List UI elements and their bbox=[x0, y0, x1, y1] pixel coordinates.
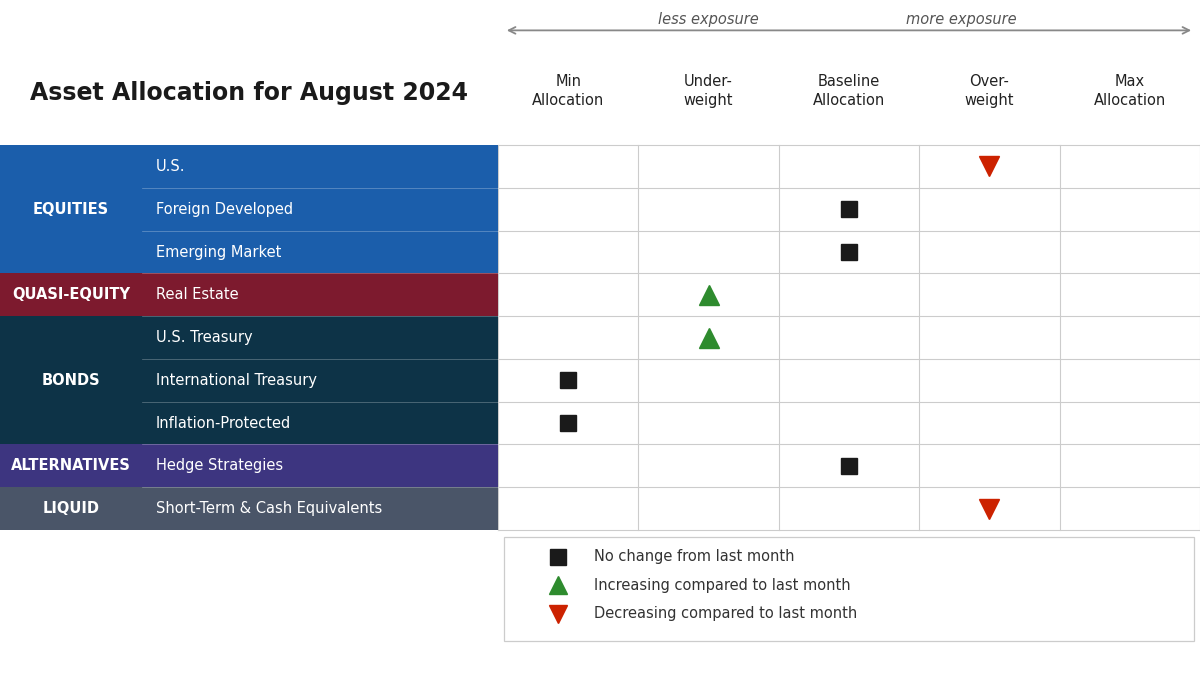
FancyBboxPatch shape bbox=[504, 537, 1194, 641]
Bar bbox=[142, 359, 498, 402]
Text: Foreign Developed: Foreign Developed bbox=[156, 202, 293, 217]
Text: ALTERNATIVES: ALTERNATIVES bbox=[11, 458, 131, 473]
Bar bbox=[0, 487, 142, 530]
Text: Asset Allocation for August 2024: Asset Allocation for August 2024 bbox=[30, 81, 468, 105]
Bar bbox=[498, 402, 1200, 444]
Text: more exposure: more exposure bbox=[906, 12, 1016, 27]
Bar bbox=[0, 316, 142, 444]
Bar bbox=[498, 359, 1200, 402]
Bar bbox=[142, 231, 498, 273]
Bar bbox=[498, 444, 1200, 487]
Bar bbox=[142, 487, 498, 530]
Text: LIQUID: LIQUID bbox=[42, 501, 100, 516]
Text: BONDS: BONDS bbox=[42, 373, 100, 387]
Text: EQUITIES: EQUITIES bbox=[32, 202, 109, 217]
Bar bbox=[498, 145, 1200, 188]
Text: Max
Allocation: Max Allocation bbox=[1093, 74, 1166, 108]
Text: Baseline
Allocation: Baseline Allocation bbox=[812, 74, 886, 108]
Bar bbox=[0, 273, 142, 316]
Text: Increasing compared to last month: Increasing compared to last month bbox=[594, 578, 851, 593]
Bar bbox=[142, 145, 498, 188]
Bar bbox=[498, 316, 1200, 359]
Text: Real Estate: Real Estate bbox=[156, 288, 239, 302]
Bar bbox=[142, 402, 498, 444]
Text: Hedge Strategies: Hedge Strategies bbox=[156, 458, 283, 473]
Bar bbox=[142, 273, 498, 316]
Text: Short-Term & Cash Equivalents: Short-Term & Cash Equivalents bbox=[156, 501, 383, 516]
Bar bbox=[498, 487, 1200, 530]
Text: International Treasury: International Treasury bbox=[156, 373, 317, 387]
Text: Min
Allocation: Min Allocation bbox=[532, 74, 605, 108]
Text: Decreasing compared to last month: Decreasing compared to last month bbox=[594, 606, 857, 621]
Bar bbox=[498, 273, 1200, 316]
Text: U.S. Treasury: U.S. Treasury bbox=[156, 330, 253, 345]
Bar bbox=[142, 444, 498, 487]
Bar bbox=[0, 444, 142, 487]
Text: Emerging Market: Emerging Market bbox=[156, 244, 281, 259]
Bar bbox=[498, 231, 1200, 273]
Text: Under-
weight: Under- weight bbox=[684, 74, 733, 108]
Bar bbox=[142, 316, 498, 359]
Text: less exposure: less exposure bbox=[659, 12, 758, 27]
Bar bbox=[142, 188, 498, 231]
Text: QUASI-EQUITY: QUASI-EQUITY bbox=[12, 288, 130, 302]
Bar bbox=[498, 188, 1200, 231]
Bar bbox=[0, 145, 142, 273]
Text: Over-
weight: Over- weight bbox=[965, 74, 1014, 108]
Text: No change from last month: No change from last month bbox=[594, 549, 794, 564]
Text: U.S.: U.S. bbox=[156, 159, 186, 174]
Text: Inflation-Protected: Inflation-Protected bbox=[156, 416, 292, 431]
